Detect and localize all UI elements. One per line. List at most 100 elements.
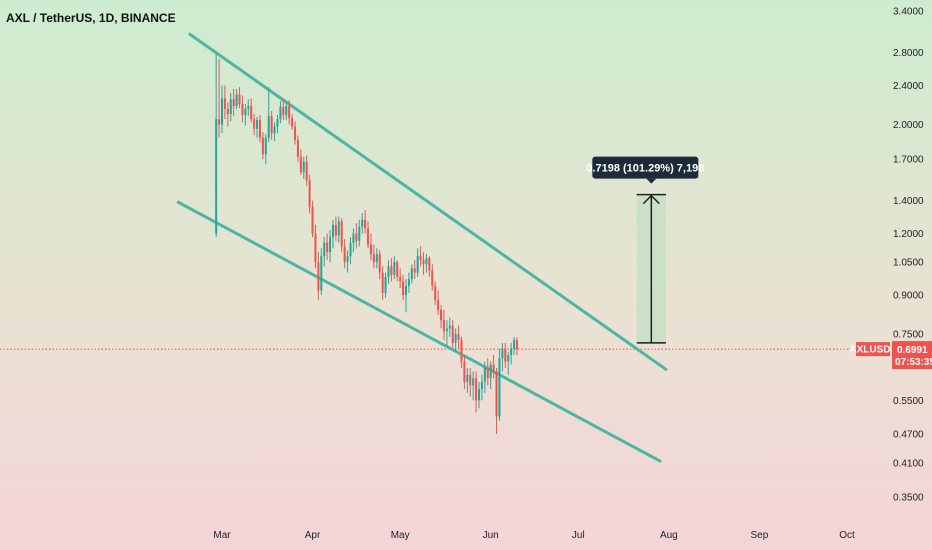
candle-body: [314, 233, 317, 263]
candle: [261, 132, 264, 160]
candle-body: [288, 106, 291, 119]
candle: [253, 113, 256, 136]
candle-body: [261, 137, 264, 155]
candle-body: [337, 221, 340, 236]
candle-body: [279, 106, 282, 120]
candle: [349, 237, 352, 265]
candle: [504, 342, 507, 368]
candle: [367, 221, 370, 249]
y-tick-label: 0.9000: [893, 291, 924, 302]
candle-body: [448, 325, 451, 329]
y-tick-label: 2.4000: [893, 81, 924, 92]
candle-body: [407, 279, 410, 286]
candle: [302, 156, 305, 179]
candle: [285, 102, 288, 121]
candle-body: [361, 219, 364, 227]
candle-body: [504, 348, 507, 362]
candle: [241, 95, 244, 123]
candle-body: [416, 256, 419, 273]
candle-body: [460, 339, 463, 362]
candle: [355, 223, 358, 249]
measure-label-pointer: [646, 178, 657, 184]
candle-body: [346, 256, 349, 263]
x-axis: Mar Apr May Jun Jul Aug Sep Oct: [213, 530, 855, 541]
measure-group[interactable]: 0.7198 (101.29%) 7,198: [586, 156, 704, 344]
candle-body: [431, 270, 434, 286]
candle: [393, 256, 396, 280]
channel-lower-line[interactable]: [176, 200, 662, 463]
candle-body: [220, 98, 224, 125]
x-tick-label: Sep: [750, 530, 768, 541]
candle-body: [472, 378, 475, 386]
candle-body: [253, 119, 256, 129]
candle-body: [469, 374, 472, 386]
candle-body: [393, 262, 396, 275]
candle-body: [495, 371, 498, 417]
candle-body: [440, 309, 443, 321]
measure-label-text: 0.7198 (101.29%) 7,198: [586, 163, 704, 175]
candle-body: [384, 276, 387, 293]
y-tick-label: 0.4700: [893, 429, 924, 440]
candle-body: [486, 367, 489, 379]
candle: [267, 87, 270, 143]
candle: [220, 85, 224, 134]
candle-body: [451, 325, 454, 343]
candle: [442, 309, 445, 340]
candle: [331, 219, 335, 249]
price-tag: [892, 341, 932, 370]
candle-body: [238, 94, 241, 105]
x-tick-label: Oct: [839, 530, 855, 541]
candle-body: [291, 118, 294, 127]
candle-body: [489, 364, 492, 379]
candle: [404, 279, 408, 313]
candle: [215, 54, 218, 238]
candle: [381, 266, 384, 300]
candle-body: [229, 99, 232, 114]
candle-body: [510, 348, 513, 356]
candle: [258, 115, 261, 143]
y-tick-label: 0.5500: [893, 396, 924, 407]
candle-body: [381, 272, 384, 293]
candle-body: [226, 108, 229, 114]
candle: [369, 233, 372, 261]
candle: [466, 367, 469, 393]
candle-body: [457, 334, 460, 340]
price-tag-value: 0.6991: [897, 345, 928, 356]
candle: [437, 290, 440, 316]
candle-body: [410, 268, 413, 280]
candle-body: [273, 126, 276, 134]
candle: [326, 233, 329, 261]
candle-body: [326, 242, 329, 253]
candle-body: [340, 221, 343, 247]
x-tick-label: Aug: [660, 530, 678, 541]
candle-body: [267, 116, 270, 138]
candle: [264, 134, 267, 165]
candle: [358, 219, 361, 247]
candle: [440, 304, 443, 329]
candle: [390, 258, 393, 282]
candle: [288, 100, 291, 125]
candle-body: [293, 126, 297, 140]
candle-body: [422, 260, 425, 265]
candle: [451, 320, 454, 349]
candle-body: [475, 378, 478, 401]
candle-body: [501, 348, 504, 359]
candle-body: [282, 106, 285, 116]
y-tick-label: 2.8000: [893, 48, 924, 59]
price-tag-countdown: 07:53:35: [895, 357, 932, 368]
candle: [256, 117, 259, 138]
candle-body: [413, 268, 416, 273]
candle: [308, 174, 311, 214]
y-axis: 3.4000 2.8000 2.4000 2.0000 1.7000 1.4000 1.20…: [893, 7, 924, 504]
candle-body: [367, 228, 370, 245]
candle: [323, 237, 326, 267]
candle-body: [375, 254, 378, 263]
candle: [320, 248, 323, 296]
candle: [448, 317, 451, 337]
candle-body: [387, 266, 390, 277]
measure-arrow-head: [642, 194, 660, 205]
